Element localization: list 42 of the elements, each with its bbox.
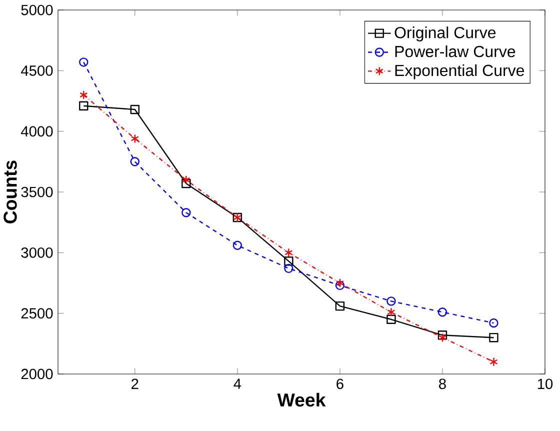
y-tick-label: 3000 xyxy=(21,247,53,258)
point xyxy=(284,248,293,258)
point xyxy=(489,332,498,342)
y-tick-label: 5000 xyxy=(21,4,53,16)
point xyxy=(335,280,345,290)
x-tick-label: 4 xyxy=(234,378,242,389)
legend-label: Exponential Curve xyxy=(395,64,524,80)
x-axis-title: Week xyxy=(277,392,326,407)
y-tick-label: 3500 xyxy=(21,186,53,198)
point xyxy=(284,256,294,266)
y-tick-label: 4000 xyxy=(21,126,53,137)
point xyxy=(386,314,396,324)
point xyxy=(182,208,191,218)
point xyxy=(490,357,498,366)
point xyxy=(182,178,191,188)
legend-label: Power-law Curve xyxy=(395,45,516,58)
point xyxy=(79,58,88,67)
point xyxy=(130,157,140,166)
point xyxy=(438,308,448,317)
point xyxy=(335,301,345,311)
x-tick-label: 2 xyxy=(132,378,138,389)
point xyxy=(130,134,139,144)
point xyxy=(284,264,294,274)
point xyxy=(438,330,448,340)
y-tick-label: 2000 xyxy=(21,368,53,380)
point xyxy=(232,240,242,250)
point xyxy=(79,101,88,110)
legend-label: Original Curve xyxy=(394,26,496,42)
point xyxy=(489,318,498,328)
y-tick-label: 4500 xyxy=(21,65,53,76)
y-axis-title: Counts xyxy=(4,160,17,224)
point xyxy=(182,175,190,184)
x-tick-label: 10 xyxy=(538,378,553,390)
x-tick-label: 6 xyxy=(336,378,344,390)
point xyxy=(80,90,88,100)
point xyxy=(387,308,396,317)
y-tick-label: 2500 xyxy=(21,308,53,319)
point xyxy=(336,278,344,288)
point xyxy=(130,104,140,114)
point xyxy=(386,296,396,306)
point xyxy=(438,332,447,342)
x-tick-label: 8 xyxy=(439,378,446,390)
